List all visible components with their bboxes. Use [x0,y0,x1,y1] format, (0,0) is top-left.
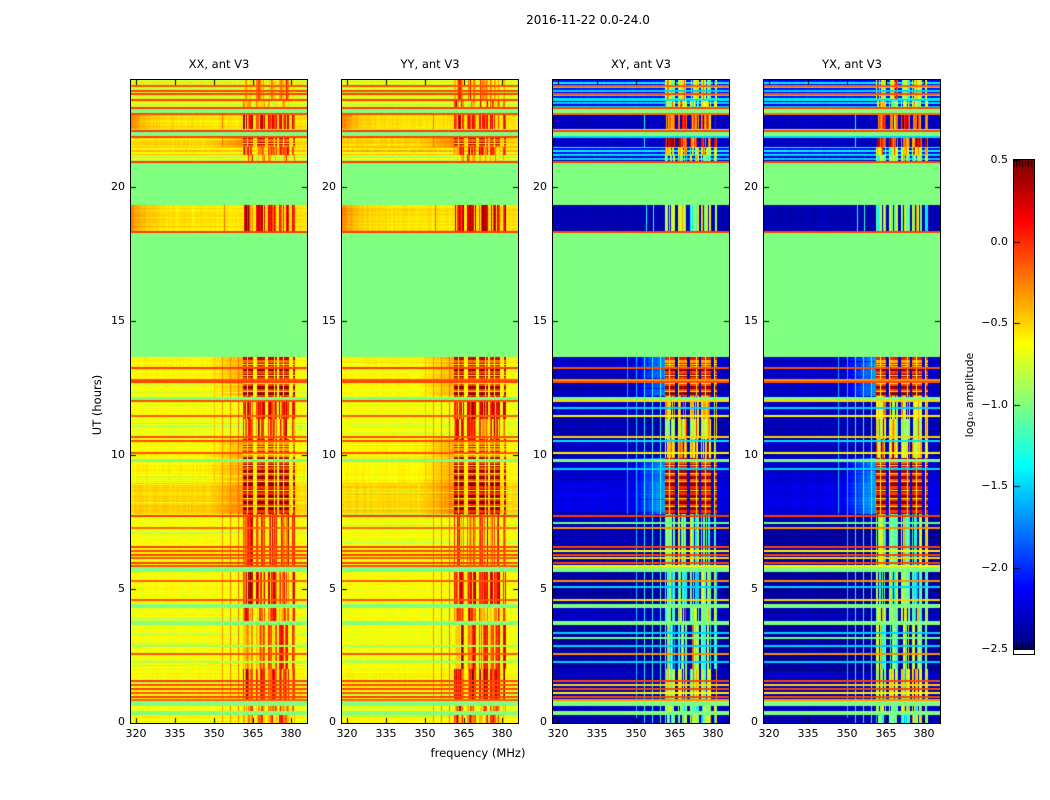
colorbar-tick-label: −1.0 [981,397,1008,411]
heatmap-panel-2 [341,79,519,724]
heatmap-canvas-1 [131,80,307,723]
colorbar-tick-label: 0.5 [990,153,1009,166]
y-tick-label: 15 [322,314,336,327]
x-tick-label: 380 [280,727,302,740]
y-axis-label: UT (hours) [90,374,104,436]
x-tick-label: 350 [836,727,858,740]
y-tick-label: 20 [111,180,125,193]
x-tick-label: 380 [702,727,724,740]
colorbar-tick-label: −0.5 [981,316,1008,329]
x-tick-label: 320 [125,727,147,740]
colorbar-label: log₁₀ amplitude [962,352,976,438]
panel-title-2: YY, ant V3 [400,57,460,71]
x-tick-label: 365 [453,727,475,740]
x-tick-label: 320 [547,727,569,740]
x-tick-label: 380 [913,727,935,740]
heatmap-panel-1 [130,79,308,724]
y-tick-label: 20 [322,180,336,193]
x-tick-label: 350 [414,727,436,740]
x-tick-label: 365 [664,727,686,740]
colorbar-tick-label: −1.5 [981,479,1008,492]
y-tick-label: 0 [118,715,125,728]
y-tick-label: 15 [533,314,547,327]
colorbar-tick-label: 0.0 [990,234,1009,248]
x-tick-label: 380 [491,727,513,740]
y-tick-label: 15 [111,314,125,327]
colorbar-tick-label: −2.0 [981,560,1008,574]
x-tick-label: 335 [164,727,186,740]
figure-title: 2016-11-22 0.0-24.0 [526,13,650,27]
y-tick-label: 10 [322,448,336,461]
y-tick-label: 5 [118,582,125,595]
panel-title-1: XX, ant V3 [188,57,250,71]
y-tick-label: 0 [751,715,758,728]
y-tick-label: 10 [533,448,547,461]
panel-title-4: YX, ant V3 [822,57,882,71]
y-tick-label: 20 [744,180,758,193]
x-tick-label: 365 [875,727,897,740]
panel-title-3: XY, ant V3 [611,57,671,71]
heatmap-canvas-4 [764,80,940,723]
x-tick-label: 320 [336,727,358,740]
x-tick-label: 365 [242,727,264,740]
y-tick-label: 20 [533,180,547,193]
heatmap-panel-3 [552,79,730,724]
y-tick-label: 5 [540,582,547,595]
x-tick-label: 335 [375,727,397,740]
y-tick-label: 5 [751,582,758,595]
y-tick-label: 15 [744,314,758,327]
x-tick-label: 335 [797,727,819,740]
colorbar-gradient [1014,160,1034,650]
x-tick-label: 350 [625,727,647,740]
heatmap-canvas-3 [553,80,729,723]
x-tick-label: 350 [203,727,225,740]
heatmap-canvas-2 [342,80,518,723]
x-tick-label: 335 [586,727,608,740]
heatmap-panel-4 [763,79,941,724]
y-tick-label: 0 [540,715,547,728]
y-tick-label: 0 [329,715,336,728]
y-tick-label: 10 [744,448,758,461]
x-tick-label: 320 [758,727,780,740]
y-tick-label: 5 [329,582,336,595]
colorbar-tick-label: −2.5 [981,642,1008,655]
y-tick-label: 10 [111,448,125,461]
x-axis-label: frequency (MHz) [430,746,526,760]
colorbar [1013,159,1035,655]
